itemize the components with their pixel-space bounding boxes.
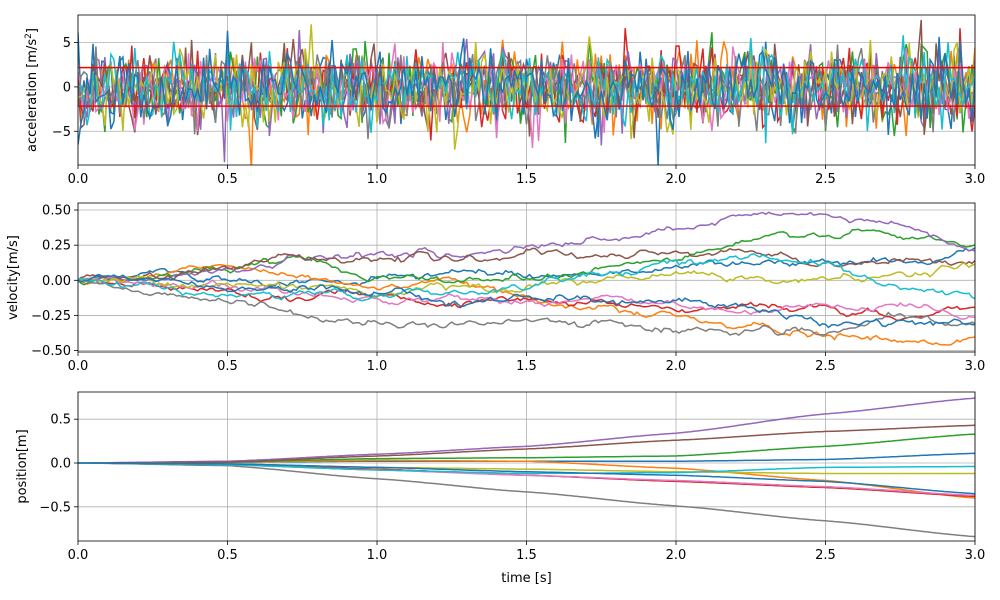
y-axis-label: position[m] — [15, 429, 30, 503]
x-tick-label: 3.0 — [965, 548, 986, 563]
position-series-6 — [78, 424, 975, 464]
position-series-8 — [78, 462, 975, 538]
x-tick-label: 2.5 — [815, 548, 836, 563]
acceleration-series-4 — [78, 28, 975, 141]
y-tick-label: −0.50 — [31, 344, 71, 359]
velocity-series-9 — [78, 262, 975, 299]
axes-frame — [77, 14, 976, 166]
x-tick-label: 0.5 — [217, 359, 238, 374]
velocity-series-8 — [78, 278, 975, 336]
velocity-series-10 — [78, 252, 975, 302]
velocity-series-4 — [78, 277, 975, 322]
y-tick-label: 5 — [63, 36, 71, 51]
x-axis-label: time [s] — [501, 571, 551, 586]
plot-area — [78, 211, 975, 346]
plot-area — [78, 397, 975, 538]
x-tick-label: 2.0 — [666, 359, 687, 374]
x-tick-label: 1.0 — [367, 359, 388, 374]
acceleration-series-11 — [78, 30, 975, 145]
x-tick-label: 1.5 — [516, 172, 537, 187]
position-series-5 — [78, 397, 975, 464]
y-tick-label: −5 — [52, 125, 71, 140]
acceleration-series-7 — [78, 41, 975, 148]
y-axis-label: velocity[m/s] — [6, 235, 21, 320]
x-tick-label: 1.5 — [516, 548, 537, 563]
velocity-series-5 — [78, 211, 975, 282]
x-tick-label: 3.0 — [965, 359, 986, 374]
velocity-series-1 — [78, 247, 975, 288]
x-tick-label: 0.0 — [68, 359, 89, 374]
axes-frame — [77, 391, 976, 542]
y-axis-label: acceleration [m/s2] — [24, 28, 40, 152]
x-tick-label: 0.0 — [68, 172, 89, 187]
x-tick-label: 2.0 — [666, 172, 687, 187]
plot-area — [78, 19, 975, 165]
x-tick-label: 1.0 — [367, 548, 388, 563]
x-tick-label: 0.5 — [217, 548, 238, 563]
y-tick-label: 0.50 — [42, 204, 71, 219]
subplot-1: 0.0 0.5 1.0 1.5 2.0 2.5 3.0 −5 0 5 acceleration [m… — [24, 14, 986, 187]
y-tick-label: 0.5 — [50, 413, 71, 428]
axes-frame — [77, 202, 976, 353]
x-tick-label: 0.0 — [68, 548, 89, 563]
x-tick-label: 0.5 — [217, 172, 238, 187]
velocity-series-2 — [78, 264, 975, 346]
velocity-series-3 — [78, 228, 975, 286]
subplot-2: 0.0 0.5 1.0 1.5 2.0 2.5 3.0 −0.50 −0.25 0.00 0.25 0… — [6, 202, 986, 374]
x-tick-label: 2.0 — [666, 548, 687, 563]
velocity-series-11 — [78, 274, 975, 329]
position-series-10 — [78, 462, 975, 475]
x-tick-label: 1.5 — [516, 359, 537, 374]
x-tick-label: 1.0 — [367, 172, 388, 187]
x-tick-label: 2.5 — [815, 172, 836, 187]
x-tick-label: 3.0 — [965, 172, 986, 187]
y-tick-label: 0.0 — [50, 456, 71, 471]
acceleration-series-9 — [78, 24, 975, 150]
y-tick-label: −0.25 — [31, 309, 71, 324]
velocity-series-7 — [78, 276, 975, 320]
position-series-11 — [78, 462, 975, 495]
y-tick-label: 0.25 — [42, 239, 71, 254]
subplot-3: 0.0 0.5 1.0 1.5 2.0 2.5 3.0 −0.5 0.0 0.5 position[… — [15, 391, 986, 586]
x-tick-label: 2.5 — [815, 359, 836, 374]
y-tick-label: −0.5 — [39, 500, 71, 515]
y-tick-label: 0.00 — [42, 274, 71, 289]
y-tick-label: 0 — [63, 80, 71, 95]
